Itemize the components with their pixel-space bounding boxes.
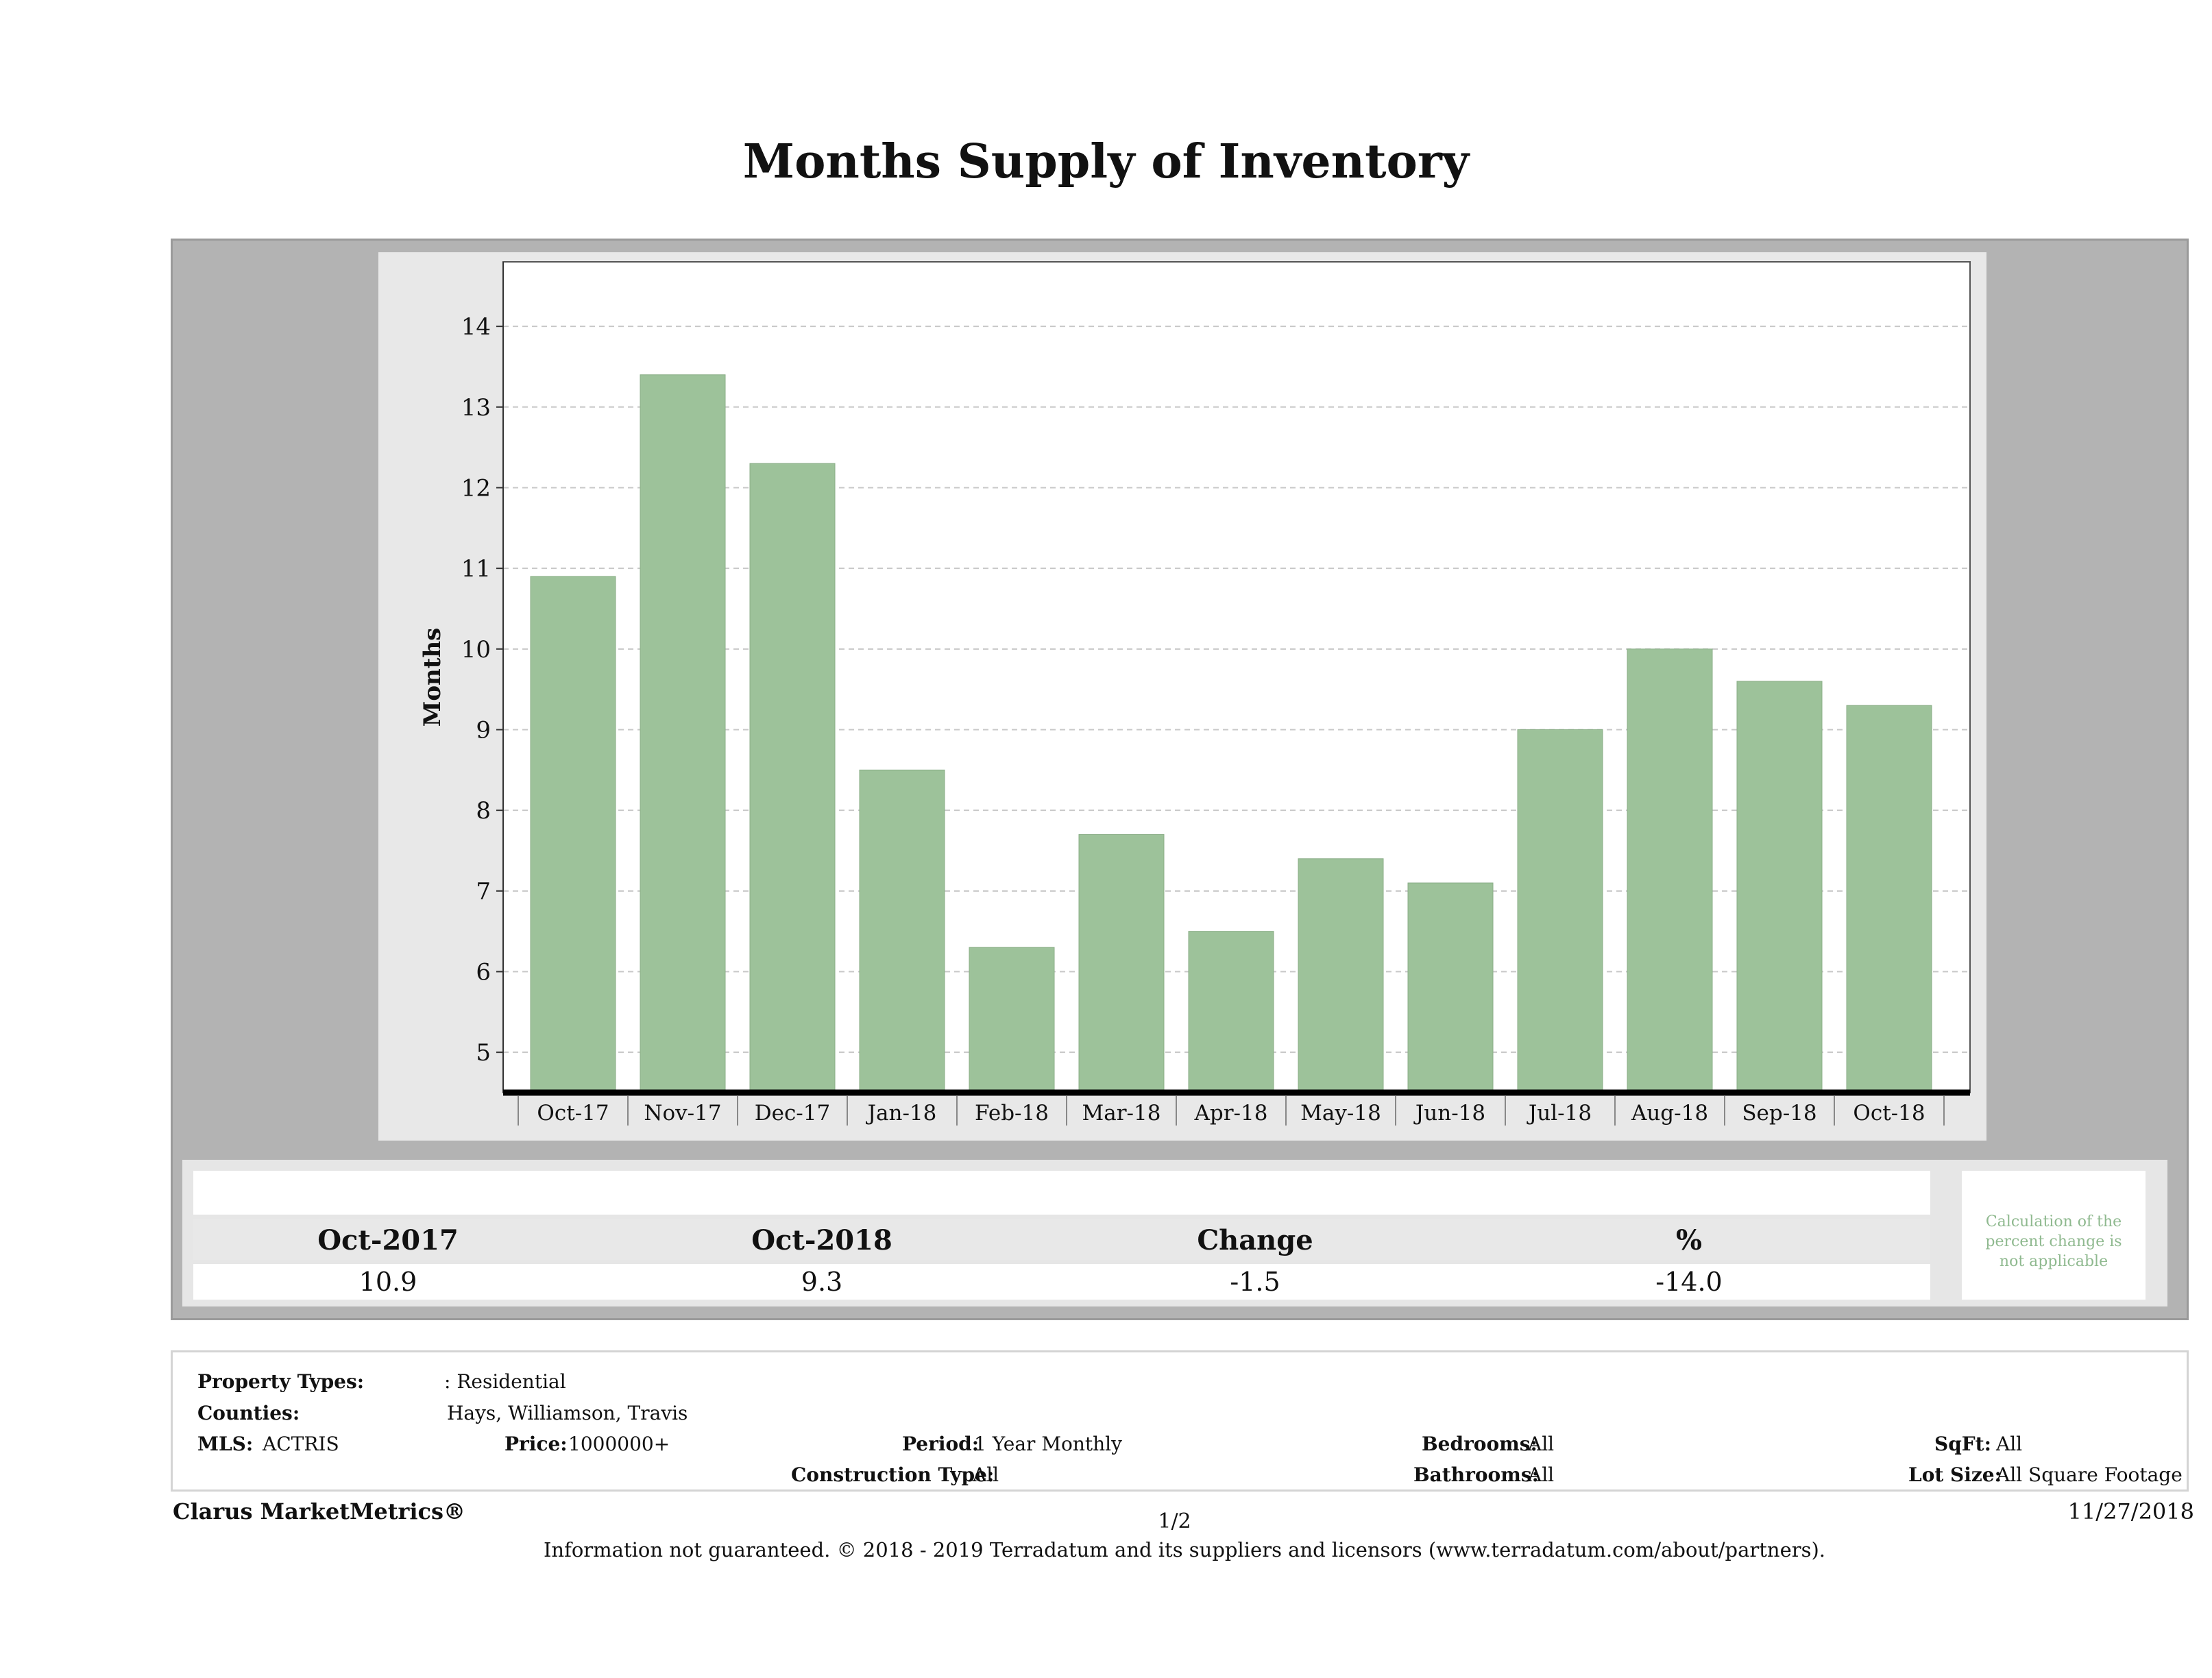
x-tick-label: May-18 [1300, 1101, 1381, 1126]
lot-size-label: Lot Size: [1908, 1463, 2002, 1486]
y-tick-label: 8 [476, 797, 491, 825]
bar [1188, 931, 1274, 1093]
y-axis-label: Months [419, 628, 446, 727]
summary-header-percent: % [1675, 1224, 1702, 1256]
lot-size-value: All Square Footage [1996, 1463, 2183, 1486]
summary-value-row: 10.9 9.3 -1.5 -14.0 [193, 1264, 1930, 1300]
bar [640, 374, 726, 1093]
bar [1736, 681, 1823, 1093]
disclaimer: Information not guaranteed. © 2018 - 201… [543, 1538, 1826, 1561]
bar [530, 576, 616, 1093]
mls-label: MLS: [197, 1433, 254, 1455]
property-types-label: Property Types: [197, 1370, 365, 1393]
summary-header-change: Change [1197, 1224, 1313, 1256]
bathrooms-label: Bathrooms: [1413, 1463, 1539, 1486]
y-tick-label: 9 [476, 716, 491, 744]
bar [1078, 834, 1165, 1093]
x-tick-label: Mar-18 [1082, 1101, 1161, 1126]
period-label: Period: [902, 1433, 980, 1455]
summary-header-start: Oct-2017 [317, 1224, 459, 1256]
summary-header-row: Oct-2017 Oct-2018 Change % [193, 1219, 1930, 1260]
sqft-label: SqFt: [1934, 1433, 1991, 1455]
brand-name: Clarus MarketMetrics® [173, 1498, 466, 1524]
y-tick-label: 7 [476, 878, 491, 905]
bedrooms-label: Bedrooms: [1422, 1433, 1538, 1455]
sqft-value: All [1996, 1433, 2023, 1455]
x-tick-label: Jan-18 [866, 1101, 937, 1126]
summary-header-end: Oct-2018 [751, 1224, 892, 1256]
bar [969, 947, 1055, 1093]
y-tick-label: 13 [461, 394, 491, 422]
counties-value: Hays, Williamson, Travis [447, 1402, 688, 1424]
summary-value-start: 10.9 [358, 1267, 417, 1297]
summary-panel: Oct-2017 Oct-2018 Change % 10.9 9.3 -1.5… [182, 1160, 2167, 1306]
x-tick-label: Apr-18 [1194, 1101, 1268, 1126]
y-tick-label: 12 [461, 474, 491, 502]
percent-note: Calculation of the percent change is not… [1985, 1213, 2122, 1270]
construction-type-value: All [973, 1463, 999, 1486]
summary-value-percent: -14.0 [1655, 1267, 1723, 1297]
summary-value-end: 9.3 [801, 1267, 843, 1297]
x-tick-label: Oct-17 [537, 1101, 609, 1126]
x-tick-label: Jun-18 [1413, 1101, 1485, 1126]
property-types-value: : Residential [444, 1370, 566, 1393]
page-number: 1/2 [1158, 1509, 1191, 1533]
x-tick-label: Dec-17 [755, 1101, 830, 1126]
y-tick-label: 14 [461, 313, 491, 341]
y-tick-label: 11 [461, 555, 491, 583]
x-tick-label: Feb-18 [975, 1101, 1049, 1126]
bedrooms-value: All [1528, 1433, 1555, 1455]
price-value: 1000000+ [568, 1433, 670, 1455]
y-tick-label: 10 [461, 636, 491, 664]
chart-area: 5 6 7 8 9 10 11 12 13 14 Months Oct-17 Nov-17 Dec-17 J… [378, 252, 1986, 1141]
percent-note-box: Calculation of the percent change is not… [1962, 1171, 2146, 1300]
bar [1846, 705, 1932, 1093]
summary-value-change: -1.5 [1230, 1267, 1280, 1297]
mls-value: ACTRIS [263, 1433, 339, 1455]
counties-label: Counties: [197, 1402, 300, 1424]
y-tick-label: 5 [476, 1039, 491, 1067]
y-tick-label: 6 [476, 958, 491, 986]
construction-type-label: Construction Type: [791, 1463, 995, 1486]
x-tick-label: Sep-18 [1742, 1101, 1816, 1126]
bar [1627, 648, 1713, 1093]
report-date: 11/27/2018 [2067, 1498, 2194, 1524]
bar-chart: 5 6 7 8 9 10 11 12 13 14 Months Oct-17 Nov-17 Dec-17 J… [419, 261, 1971, 1126]
x-tick-label: Aug-18 [1631, 1101, 1708, 1126]
page-title: Months Supply of Inventory [742, 134, 1470, 189]
x-tick-label: Jul-18 [1527, 1101, 1592, 1126]
bathrooms-value: All [1528, 1463, 1555, 1486]
bar [1517, 729, 1603, 1093]
bar [1407, 882, 1494, 1093]
x-tick-label: Oct-18 [1853, 1101, 1925, 1126]
summary-spacer [193, 1171, 1930, 1215]
property-criteria: Property Types: : Residential Counties: … [171, 1350, 2189, 1492]
bar [1298, 858, 1384, 1093]
bar [859, 769, 945, 1093]
period-value: 1 Year Monthly [974, 1433, 1122, 1455]
price-label: Price: [505, 1433, 568, 1455]
x-tick-label: Nov-17 [644, 1101, 721, 1126]
bar [749, 463, 836, 1093]
